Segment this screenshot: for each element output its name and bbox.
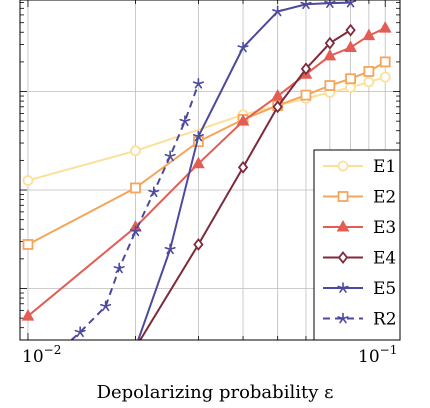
data-point-E3 [378, 21, 392, 33]
data-point-E1 [130, 145, 141, 157]
data-point-E4 [300, 62, 312, 76]
data-point-E3 [344, 40, 357, 52]
data-point-E4 [345, 23, 356, 37]
x-tick-label-base: 10 [22, 347, 44, 367]
legend-marker [337, 160, 349, 172]
data-point-R2 [113, 262, 125, 274]
data-point-E2 [22, 239, 34, 250]
series-line-E3 [27, 27, 386, 317]
data-point-E5 [131, 343, 141, 352]
data-point-E4 [272, 100, 283, 114]
data-point-R2 [192, 77, 204, 89]
data-point-E5 [272, 5, 284, 17]
data-point-R2 [164, 150, 176, 162]
legend-item-E4: E4 [323, 249, 396, 269]
data-point-E3 [362, 28, 376, 41]
legend-label: E3 [373, 218, 396, 238]
data-point-E5 [324, 0, 336, 8]
data-point-E3 [21, 309, 35, 321]
data-point-E1 [379, 71, 391, 83]
legend-item-R2: R2 [323, 310, 397, 330]
series-line-E2 [27, 61, 386, 246]
legend-label: E1 [373, 157, 396, 177]
svg-text:10−1: 10−1 [358, 343, 397, 367]
data-point-E4 [324, 36, 336, 50]
data-point-E1 [345, 82, 356, 93]
x-tick-label-exp: −2 [44, 343, 62, 357]
series-E5 [131, 0, 357, 352]
data-point-E3 [236, 114, 250, 126]
data-point-R2 [74, 326, 86, 338]
legend-marker [337, 312, 349, 324]
data-point-E3 [192, 156, 205, 169]
legend-item-E3: E3 [323, 218, 396, 238]
data-point-E5 [300, 0, 312, 10]
x-tick-label-base: 10 [358, 347, 380, 367]
legend-item-E1: E1 [323, 157, 396, 177]
legend-marker [337, 282, 349, 293]
data-point-R2 [100, 300, 112, 312]
svg-text:10−2: 10−2 [22, 343, 61, 367]
data-point-E4 [237, 160, 249, 174]
x-axis-label: Depolarizing probability ε [97, 382, 334, 403]
x-tick-label-0.01: 10−2 [22, 343, 61, 367]
legend-box [313, 149, 401, 341]
x-tick-label-exp: −1 [380, 343, 398, 357]
data-point-R2 [129, 225, 142, 237]
legend-marker [337, 251, 349, 264]
legend: E1 E2 E3 E4 E5 R2 [313, 149, 401, 341]
data-point-E2 [130, 182, 141, 194]
series-line-E5 [137, 1, 351, 340]
data-point-E2 [345, 73, 356, 85]
data-point-E2 [300, 89, 312, 101]
data-point-R2 [148, 186, 160, 198]
series-layer [21, 0, 392, 353]
data-point-E1 [22, 175, 34, 186]
x-tick-label-0.1: 10−1 [358, 343, 397, 367]
data-point-R2 [179, 115, 191, 127]
legend-item-E5: E5 [323, 279, 396, 299]
data-point-E3 [323, 48, 337, 61]
data-point-E5 [192, 130, 204, 142]
legend-label: E5 [373, 279, 396, 299]
legend-marker [337, 191, 349, 202]
legend-marker [336, 219, 350, 232]
series-R2 [69, 77, 204, 340]
legend-label: E4 [373, 249, 396, 269]
data-point-E5 [164, 243, 176, 255]
legend-item-E2: E2 [323, 188, 396, 208]
data-point-E5 [237, 41, 249, 53]
data-point-E2 [363, 66, 375, 77]
data-point-E2 [379, 56, 391, 68]
series-E4 [132, 23, 356, 353]
data-point-E1 [363, 76, 375, 88]
data-point-E4 [132, 343, 140, 353]
legend-label: R2 [373, 310, 397, 330]
data-point-E4 [193, 238, 204, 251]
legend-label: E2 [373, 188, 396, 208]
data-point-E2 [324, 80, 336, 91]
data-point-E3 [271, 89, 285, 101]
